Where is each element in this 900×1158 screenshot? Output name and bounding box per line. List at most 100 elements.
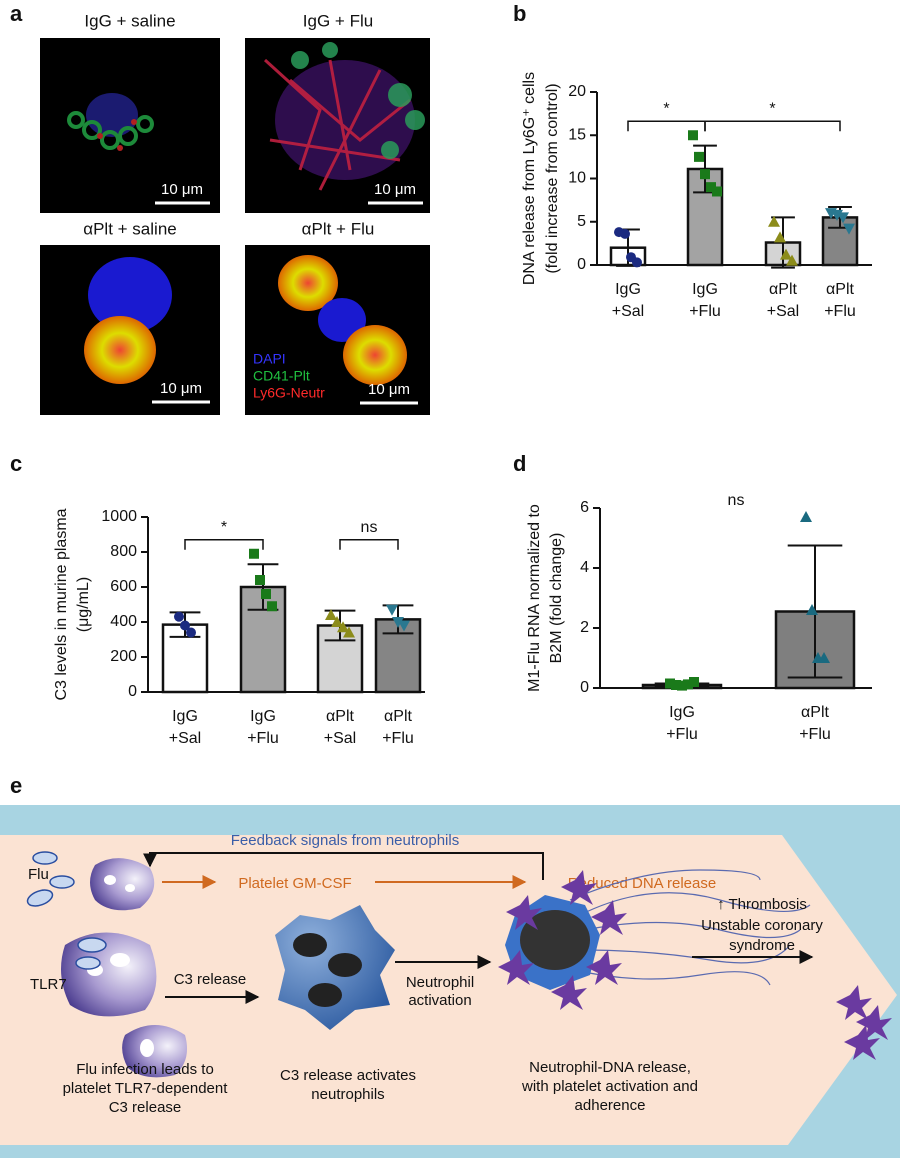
data-point xyxy=(249,548,259,559)
image-title: IgG + saline xyxy=(84,11,175,30)
data-point xyxy=(768,215,780,227)
data-point xyxy=(343,626,355,638)
diagram-label: C3 release xyxy=(174,971,247,988)
data-point xyxy=(261,589,271,599)
data-point xyxy=(712,186,722,197)
diagram-label: syndrome xyxy=(729,937,795,954)
y-tick-label: 200 xyxy=(110,648,137,665)
panel-label: a xyxy=(10,1,23,26)
significance-label: * xyxy=(663,100,669,117)
y-axis-label: B2M (fold change) xyxy=(548,533,565,664)
y-axis-label: M1-Flu RNA normalized to xyxy=(526,504,543,692)
bar xyxy=(686,167,724,267)
caption: neutrophils xyxy=(311,1086,384,1103)
y-tick-label: 6 xyxy=(580,499,589,516)
micrograph: αPlt + Flu DAPI CD41-Plt Ly6G-Neutr 10 μ… xyxy=(245,219,430,415)
significance-label: ns xyxy=(361,519,378,536)
data-point xyxy=(806,604,818,615)
x-tick-label: αPlt xyxy=(801,704,829,721)
y-tick-label: 0 xyxy=(577,256,586,273)
y-axis-label: (fold increase from control) xyxy=(544,83,561,273)
x-tick-label: IgG xyxy=(172,708,198,725)
x-tick-label: +Flu xyxy=(247,730,279,747)
diagram-label: Unstable coronary xyxy=(701,917,823,934)
diagram-label: Feedback signals from neutrophils xyxy=(231,832,459,849)
x-tick-label: αPlt xyxy=(384,708,412,725)
data-point xyxy=(174,611,184,622)
panel-label: d xyxy=(513,451,526,476)
data-point xyxy=(331,616,343,627)
y-tick-label: 10 xyxy=(568,170,586,187)
data-point xyxy=(688,130,698,141)
micrograph: αPlt + saline 10 μm xyxy=(40,219,220,415)
y-tick-label: 2 xyxy=(580,619,589,636)
scale-bar-label: 10 μm xyxy=(374,181,416,198)
x-tick-label: +Flu xyxy=(689,303,721,320)
x-tick-label: +Flu xyxy=(382,730,414,747)
significance-bracket xyxy=(339,539,399,550)
x-tick-label: +Sal xyxy=(324,730,356,747)
data-point xyxy=(392,617,404,628)
y-tick-label: 4 xyxy=(580,559,589,576)
y-tick-label: 5 xyxy=(577,213,586,230)
y-tick-label: 800 xyxy=(110,543,137,560)
diagram-label: Platelet GM-CSF xyxy=(238,875,351,892)
x-tick-label: IgG xyxy=(692,281,718,298)
significance-label: * xyxy=(769,100,775,117)
legend-label: DAPI xyxy=(253,351,286,367)
data-point xyxy=(267,601,277,612)
data-point xyxy=(780,248,792,260)
x-tick-label: +Sal xyxy=(612,303,644,320)
panel-label: e xyxy=(10,773,22,798)
panel-label: b xyxy=(513,1,526,26)
scale-bar-label: 10 μm xyxy=(160,380,202,397)
data-point xyxy=(843,223,855,235)
x-tick-label: αPlt xyxy=(769,281,797,298)
y-axis-label: C3 levels in murine plasma xyxy=(53,508,70,700)
x-tick-label: +Sal xyxy=(169,730,201,747)
data-point xyxy=(818,652,830,663)
y-tick-label: 1000 xyxy=(101,508,137,525)
significance-bracket xyxy=(184,539,264,550)
data-point xyxy=(786,254,798,266)
diagram-label: Flu xyxy=(28,866,49,883)
data-point xyxy=(255,575,265,585)
data-point xyxy=(386,604,398,616)
x-tick-label: +Sal xyxy=(767,303,799,320)
diagram-label: Neutrophil xyxy=(406,974,474,991)
chart: 0 200 400 600 800 1000 C3 levels in murine pla… xyxy=(53,508,425,747)
x-tick-label: αPlt xyxy=(326,708,354,725)
data-point xyxy=(694,151,704,162)
data-point xyxy=(774,231,786,243)
y-tick-label: 0 xyxy=(580,679,589,696)
micrograph: IgG + Flu 10 μm xyxy=(245,11,430,213)
x-tick-label: IgG xyxy=(669,704,695,721)
caption: adherence xyxy=(575,1097,646,1114)
diagram-label: Reduced DNA release xyxy=(568,875,716,892)
diagram-label: activation xyxy=(408,992,471,1009)
image-title: IgG + Flu xyxy=(303,11,373,30)
chart: 0 2 4 6 M1-Flu RNA normalized to B2M (fold ch… xyxy=(526,492,872,743)
y-tick-label: 0 xyxy=(128,683,137,700)
schematic: Feedback signals from neutrophils Platel… xyxy=(0,805,900,1158)
caption: C3 release xyxy=(109,1099,182,1116)
x-tick-label: IgG xyxy=(250,708,276,725)
y-axis-label: DNA release from Ly6G⁺ cells xyxy=(521,72,538,285)
significance-label: * xyxy=(221,519,227,536)
data-point xyxy=(180,620,190,631)
panel-label: c xyxy=(10,451,22,476)
significance-label: ns xyxy=(728,492,745,509)
y-tick-label: 600 xyxy=(110,578,137,595)
image-title: αPlt + Flu xyxy=(302,219,375,238)
caption: Flu infection leads to xyxy=(76,1061,214,1078)
data-point xyxy=(837,212,849,224)
x-tick-label: +Flu xyxy=(824,303,856,320)
x-tick-label: IgG xyxy=(615,281,641,298)
y-tick-label: 20 xyxy=(568,83,586,100)
data-point xyxy=(689,677,699,687)
caption: platelet TLR7-dependent xyxy=(63,1080,229,1097)
significance-bracket xyxy=(627,120,706,132)
data-point xyxy=(398,620,410,632)
x-tick-label: αPlt xyxy=(826,281,854,298)
